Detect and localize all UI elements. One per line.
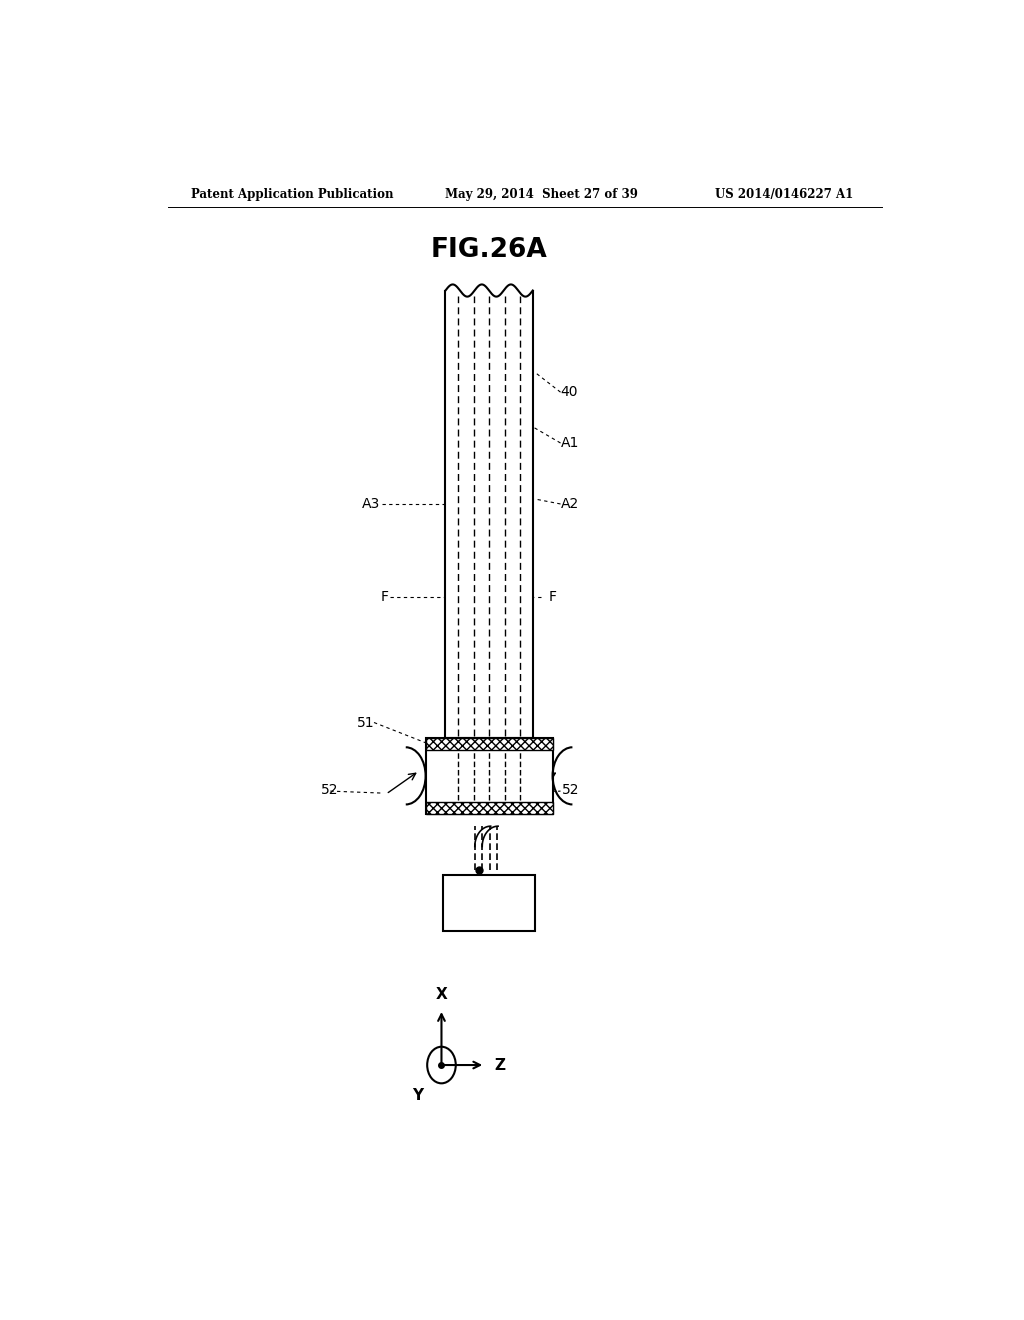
Text: FIG.26A: FIG.26A — [431, 236, 548, 263]
Text: 51: 51 — [356, 715, 374, 730]
Text: Patent Application Publication: Patent Application Publication — [191, 189, 394, 202]
Text: May 29, 2014  Sheet 27 of 39: May 29, 2014 Sheet 27 of 39 — [445, 189, 638, 202]
Text: X: X — [435, 987, 447, 1002]
Text: F: F — [380, 590, 388, 605]
Text: F: F — [549, 590, 557, 605]
Text: Y: Y — [412, 1089, 423, 1104]
Bar — [426, 801, 553, 814]
Text: 40: 40 — [560, 385, 578, 399]
Text: 52: 52 — [321, 783, 338, 797]
Text: Z: Z — [494, 1057, 505, 1073]
Text: 52: 52 — [562, 783, 580, 797]
Text: A3: A3 — [362, 496, 380, 511]
Bar — [426, 738, 553, 814]
Bar — [426, 738, 553, 750]
Text: A2: A2 — [560, 496, 579, 511]
Text: A1: A1 — [560, 436, 579, 450]
Bar — [443, 875, 535, 931]
Text: US 2014/0146227 A1: US 2014/0146227 A1 — [715, 189, 854, 202]
